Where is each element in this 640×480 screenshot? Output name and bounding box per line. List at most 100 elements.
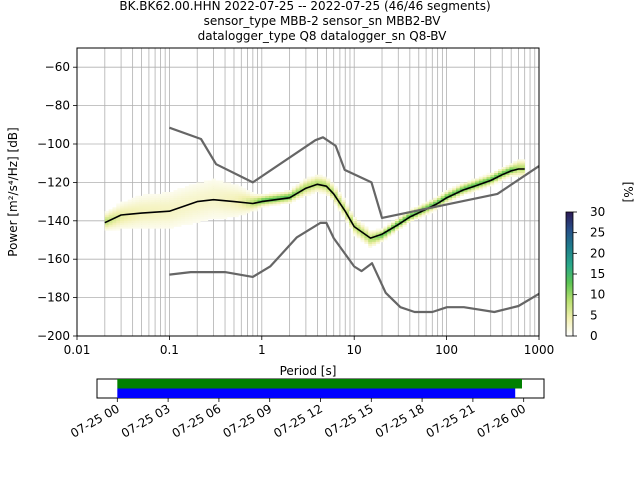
heatmap-cell — [112, 207, 117, 210]
heatmap-cell — [154, 199, 159, 202]
heatmap-cell — [184, 211, 190, 214]
heatmap-cell — [322, 192, 327, 195]
heatmap-cell — [173, 213, 178, 216]
heatmap-cell — [215, 216, 220, 220]
heatmap-cell — [142, 195, 148, 198]
x-tick-label: 0.01 — [64, 343, 91, 357]
heatmap-cell — [410, 207, 415, 210]
heatmap-cell — [169, 192, 174, 195]
heatmap-cell — [257, 193, 262, 197]
heatmap-cell — [158, 201, 163, 204]
heatmap-cell — [162, 205, 167, 208]
heatmap-cell — [169, 215, 174, 218]
heatmap-cell — [188, 186, 193, 189]
heatmap-cell — [230, 203, 235, 206]
heatmap-cell — [360, 230, 365, 233]
heatmap-cell — [486, 182, 491, 185]
heatmap-cell — [314, 178, 319, 181]
heatmap-cell — [131, 220, 136, 223]
heatmap-cell — [207, 203, 212, 206]
heatmap-cell — [215, 195, 220, 198]
heatmap-cell — [421, 211, 426, 214]
heatmap-cell — [372, 240, 377, 243]
heatmap-cell — [410, 218, 415, 221]
heatmap-cell — [341, 205, 346, 208]
heatmap-cell — [120, 218, 125, 221]
heatmap-cell — [158, 224, 163, 227]
heatmap-cell — [196, 209, 201, 212]
heatmap-cell — [372, 243, 377, 246]
heatmap-cell — [368, 241, 373, 245]
x-axis-label: Period [s] — [280, 364, 337, 378]
heatmap-cell — [142, 205, 148, 208]
heatmap-cell — [398, 216, 403, 220]
plot-frame — [76, 47, 540, 337]
heatmap-cell — [249, 205, 254, 208]
heatmap-cell — [517, 174, 522, 177]
heatmap-cell — [326, 182, 331, 185]
heatmap-cell — [364, 228, 369, 231]
heatmap-cell — [196, 213, 201, 216]
heatmap-cell — [230, 215, 235, 218]
heatmap-cell — [131, 207, 136, 210]
heatmap-cell — [368, 232, 373, 235]
heatmap-cell — [219, 195, 224, 198]
heatmap-cell — [375, 230, 380, 233]
heatmap-cell — [192, 209, 197, 212]
x-tick-label: 100 — [435, 343, 458, 357]
timeline-tick-label: 07-25 09 — [220, 401, 274, 440]
heatmap-cell — [192, 220, 197, 223]
heatmap-cell — [368, 245, 373, 248]
heatmap-cell — [139, 220, 144, 223]
heatmap-cell — [158, 213, 163, 216]
heatmap-cell — [417, 205, 422, 208]
heatmap-cell — [204, 188, 209, 191]
heatmap-cell — [291, 192, 296, 195]
heatmap-cell — [326, 190, 331, 193]
heatmap-cell — [192, 193, 197, 197]
heatmap-cell — [394, 220, 400, 223]
y-tick-label: −140 — [37, 214, 70, 228]
heatmap-cell — [173, 201, 178, 204]
heatmap-cell — [475, 180, 480, 183]
heatmap-cell — [188, 209, 193, 212]
heatmap-cell — [433, 207, 438, 210]
heatmap-cell — [139, 211, 144, 214]
heatmap-cell — [204, 207, 209, 210]
heatmap-cell — [184, 218, 190, 221]
heatmap-cell — [284, 195, 289, 198]
heatmap-cell — [398, 215, 403, 218]
x-tick-label: 10 — [347, 343, 362, 357]
heatmap-cell — [215, 186, 220, 189]
heatmap-cell — [192, 205, 197, 208]
heatmap-cell — [333, 201, 338, 204]
heatmap-cell — [291, 188, 296, 191]
heatmap-cell — [108, 222, 113, 225]
heatmap-cell — [291, 190, 296, 193]
heatmap-cell — [177, 224, 182, 227]
heatmap-cell — [238, 203, 243, 206]
heatmap-cell — [192, 192, 197, 195]
heatmap-cell — [234, 203, 239, 206]
heatmap-cell — [490, 180, 495, 183]
heatmap-cell — [207, 211, 212, 214]
colorbar-tick-label: 5 — [590, 308, 598, 322]
heatmap-cell — [177, 215, 182, 218]
heatmap-cell — [120, 209, 125, 212]
heatmap-cell — [425, 209, 430, 212]
heatmap-cell — [234, 190, 239, 193]
heatmap-cell — [215, 205, 220, 208]
heatmap-cell — [223, 215, 228, 218]
heatmap-cell — [219, 193, 224, 197]
heatmap-cell — [154, 220, 159, 223]
heatmap-cell — [146, 199, 151, 202]
heatmap-cell — [204, 190, 209, 193]
heatmap-cell — [181, 193, 186, 197]
heatmap-cell — [486, 172, 491, 175]
heatmap-cell — [520, 168, 525, 172]
heatmap-cell — [360, 240, 365, 243]
heatmap-cell — [215, 209, 220, 212]
heatmap-cell — [211, 209, 216, 212]
y-axis-label: Power [m²/s⁴/Hz] [dB] — [6, 127, 20, 256]
heatmap-cell — [150, 226, 155, 229]
